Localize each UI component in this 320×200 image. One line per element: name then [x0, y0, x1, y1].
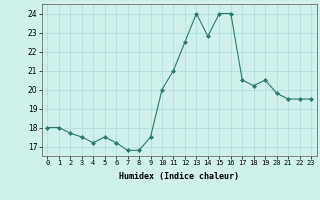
X-axis label: Humidex (Indice chaleur): Humidex (Indice chaleur) [119, 172, 239, 181]
